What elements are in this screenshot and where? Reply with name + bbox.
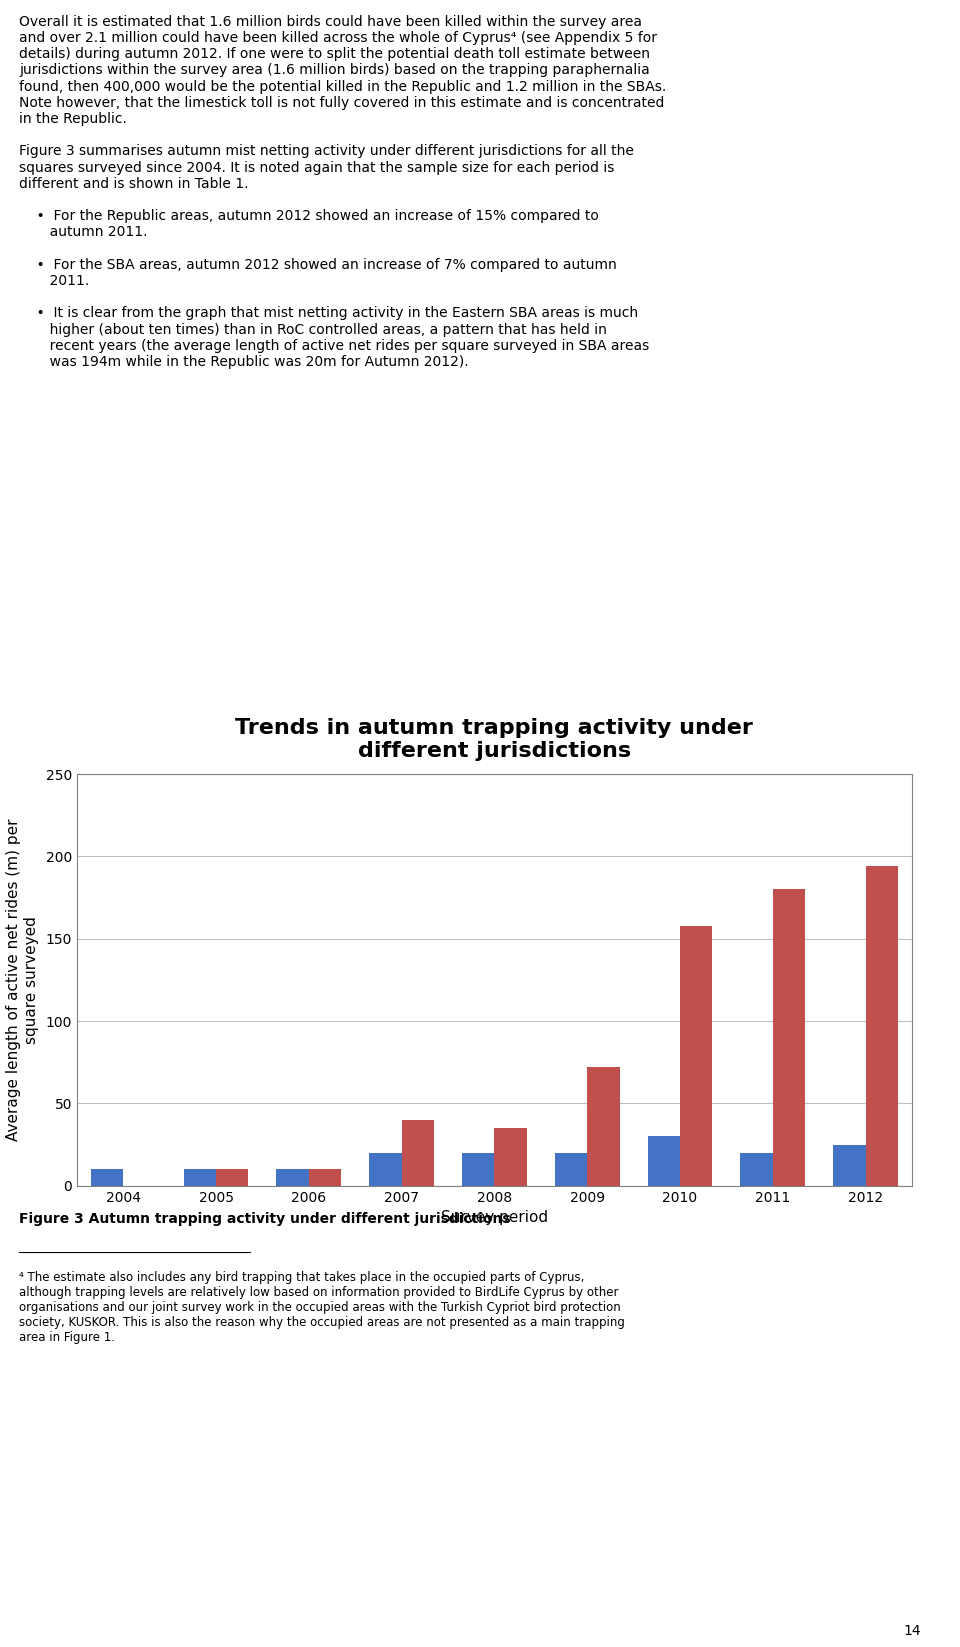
Bar [276, 1169, 309, 1186]
Text: ⁴ The estimate also includes any bird trapping that takes place in the occupied : ⁴ The estimate also includes any bird tr… [19, 1271, 625, 1344]
Bar [866, 866, 898, 1186]
Bar [369, 1153, 401, 1186]
Bar [462, 1153, 494, 1186]
Text: Overall it is estimated that 1.6 million birds could have been killed within the: Overall it is estimated that 1.6 million… [19, 15, 666, 369]
Bar [680, 926, 712, 1186]
Bar [401, 1120, 434, 1186]
Text: 14: 14 [903, 1624, 921, 1637]
Bar [740, 1153, 773, 1186]
Bar [773, 889, 805, 1186]
Bar [555, 1153, 588, 1186]
Title: Trends in autumn trapping activity under
different jurisdictions: Trends in autumn trapping activity under… [235, 718, 754, 761]
Bar [90, 1169, 123, 1186]
Bar [183, 1169, 216, 1186]
Bar [309, 1169, 342, 1186]
Bar [494, 1128, 527, 1186]
Bar [216, 1169, 249, 1186]
X-axis label: Survey period: Survey period [441, 1211, 548, 1225]
Y-axis label: Average length of active net rides (m) per
square surveyed: Average length of active net rides (m) p… [6, 819, 38, 1141]
Bar [833, 1145, 866, 1186]
Bar [647, 1136, 680, 1186]
Bar [588, 1067, 620, 1186]
Text: Figure 3 Autumn trapping activity under different jurisdictions: Figure 3 Autumn trapping activity under … [19, 1212, 511, 1225]
